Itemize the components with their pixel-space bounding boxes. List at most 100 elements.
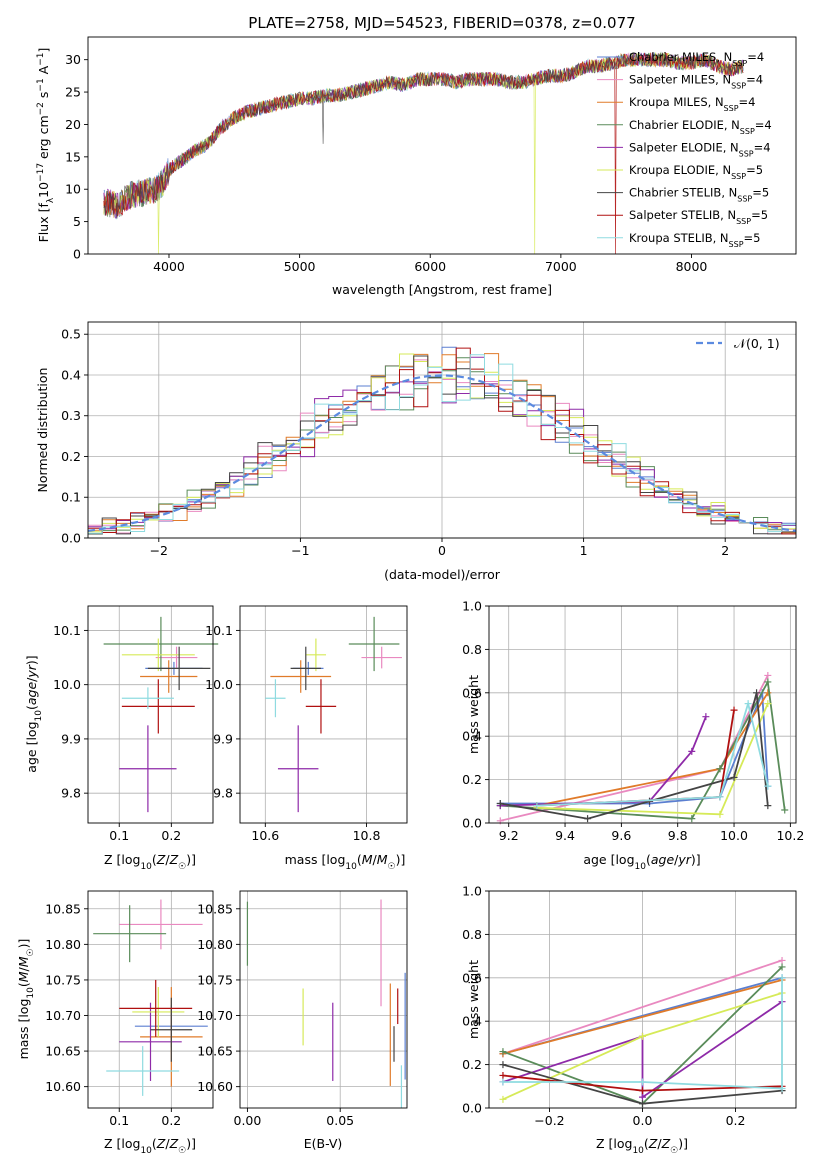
- x-label-part: /: [657, 1136, 662, 1151]
- label-part: /: [24, 677, 39, 682]
- x-label-part: (: [152, 1136, 157, 1151]
- label-part: M: [362, 852, 373, 867]
- y-tick-label: 10.70: [45, 1008, 81, 1023]
- x-axis-label: Z [log10(Z/Z☉)]: [104, 1136, 196, 1156]
- series-marker: [639, 1087, 646, 1095]
- y-label-part: s: [36, 92, 51, 103]
- axes-frame: [87, 605, 214, 824]
- y-tick-label: 1.0: [462, 884, 482, 899]
- series-marker: [533, 802, 541, 810]
- series-marker: [730, 706, 738, 714]
- x-label-part: Z: [661, 1136, 671, 1151]
- y-tick-label: 10.75: [45, 972, 81, 987]
- legend-label: Kroupa MILES, NSSP=4: [629, 95, 755, 113]
- series-marker: [744, 700, 752, 708]
- y-tick-label: 0.4: [462, 1014, 482, 1029]
- y-tick-label: 10.65: [45, 1044, 81, 1059]
- label-part: age: [24, 682, 39, 706]
- y-tick-label: 0: [73, 247, 81, 262]
- legend-value: =4: [755, 118, 772, 132]
- label-part: 10: [26, 987, 36, 999]
- x-label-part: Z [log: [596, 1136, 632, 1151]
- legend-label: 𝒩(0, 1): [734, 336, 780, 351]
- x-axis-label: age [log10(age/yr)]: [583, 852, 700, 872]
- series-marker: [764, 700, 772, 708]
- series-marker: [778, 974, 786, 982]
- label-part: /: [674, 852, 679, 867]
- legend-text: Chabrier ELODIE, N: [629, 118, 740, 132]
- series-marker: [496, 799, 504, 807]
- legend-label: Salpeter MILES, NSSP=4: [629, 73, 763, 91]
- legend-text: Salpeter STELIB, N: [629, 208, 736, 222]
- y-tick-label: 10: [65, 182, 81, 197]
- label-part: age [log: [583, 852, 634, 867]
- y-axis-label: Flux [fλ10−17 erg cm−2 s−1 A−1]: [36, 48, 56, 243]
- y-label-part: A: [36, 65, 51, 78]
- label-part: (: [357, 852, 362, 867]
- x-label-part: /: [165, 852, 170, 867]
- y-axis-label: Normed distribution: [35, 368, 50, 493]
- legend-subscript: SSP: [737, 194, 752, 203]
- series-marker: [639, 1100, 646, 1108]
- label-part: yr: [677, 852, 691, 867]
- mass-weight-series: [502, 1000, 783, 1099]
- label-part: /: [16, 966, 31, 971]
- legend-subscript: SSP: [731, 81, 746, 90]
- x-tick-label: 9.4: [555, 828, 575, 843]
- legend-label: Kroupa STELIB, NSSP=5: [629, 231, 760, 249]
- series-marker: [499, 1078, 507, 1086]
- legend-subscript: SSP: [731, 172, 746, 181]
- legend-subscript: SSP: [736, 217, 751, 226]
- x-label-part: Z: [169, 1136, 179, 1151]
- y-tick-label: 9.9: [213, 731, 233, 746]
- x-tick-label: 2: [721, 543, 729, 558]
- series-marker: [688, 747, 696, 755]
- series-marker: [639, 1093, 646, 1101]
- x-tick-label: 9.6: [611, 828, 631, 843]
- y-label-part: Flux [f: [36, 203, 51, 243]
- y-tick-label: 0.5: [61, 327, 81, 342]
- legend-label: Salpeter ELODIE, NSSP=4: [629, 140, 771, 158]
- age-vs-metallicity-panel: 0.1 0.29.89.910.010.1Z [log10(Z/Z☉)]age […: [24, 605, 219, 872]
- y-tick-label: 10.60: [197, 1079, 233, 1094]
- x-label-part: )]: [678, 1136, 688, 1151]
- y-axis-label: mass weight: [466, 960, 481, 1039]
- x-label-part: /: [165, 1136, 170, 1151]
- legend-value: =4: [754, 140, 771, 154]
- y-axis-label: mass weight: [466, 675, 481, 754]
- x-tick-label: 4000: [153, 259, 185, 274]
- axes-frame: [87, 36, 797, 255]
- series-marker: [778, 963, 786, 971]
- legend-text: Chabrier STELIB, N: [629, 186, 737, 200]
- series-marker: [778, 956, 786, 964]
- label-part: M: [377, 852, 388, 867]
- mass-weight-vs-age-panel: 9.2 9.4 9.6 9.8 10.0 10.2 0.0 0.2 0.4 0.6 0.8 1.0 ma…: [462, 599, 804, 873]
- x-label-part: )]: [186, 852, 196, 867]
- series-marker: [764, 678, 772, 686]
- x-tick-label: 5000: [284, 259, 316, 274]
- histogram-steps: [88, 346, 796, 535]
- x-label-part: Z: [648, 1136, 658, 1151]
- y-tick-label: 10.85: [197, 901, 233, 916]
- mass-weight-series: [500, 692, 769, 820]
- series-marker: [499, 1095, 507, 1103]
- x-axis-label: Z [log10(Z/Z☉)]: [104, 852, 196, 872]
- x-tick-label: 0.1: [109, 1113, 129, 1128]
- x-label-part: (: [152, 852, 157, 867]
- y-axis-label: age [log10(age/yr)]: [24, 655, 44, 772]
- legend-value: =4: [746, 73, 763, 87]
- label-part: (: [24, 705, 39, 710]
- residual-histogram-panel: −2 −1 0 1 2 0.0 0.1 0.2 0.3 0.4 0.5 (data-model)/er…: [35, 321, 797, 582]
- x-label-part: ☉: [670, 1146, 678, 1156]
- mass-weight-series: [502, 959, 783, 1055]
- y-axis-label: mass [log10(M/M☉)]: [16, 939, 36, 1060]
- label-part: )]: [396, 852, 406, 867]
- spectrum-series-line: [103, 52, 744, 254]
- label-part: M: [16, 956, 31, 967]
- series-marker: [639, 1078, 646, 1086]
- x-tick-label: 10.8: [353, 828, 381, 843]
- x-tick-label: 0.00: [234, 1113, 262, 1128]
- label-part: yr: [24, 664, 39, 678]
- legend-text: Salpeter MILES, N: [629, 73, 731, 87]
